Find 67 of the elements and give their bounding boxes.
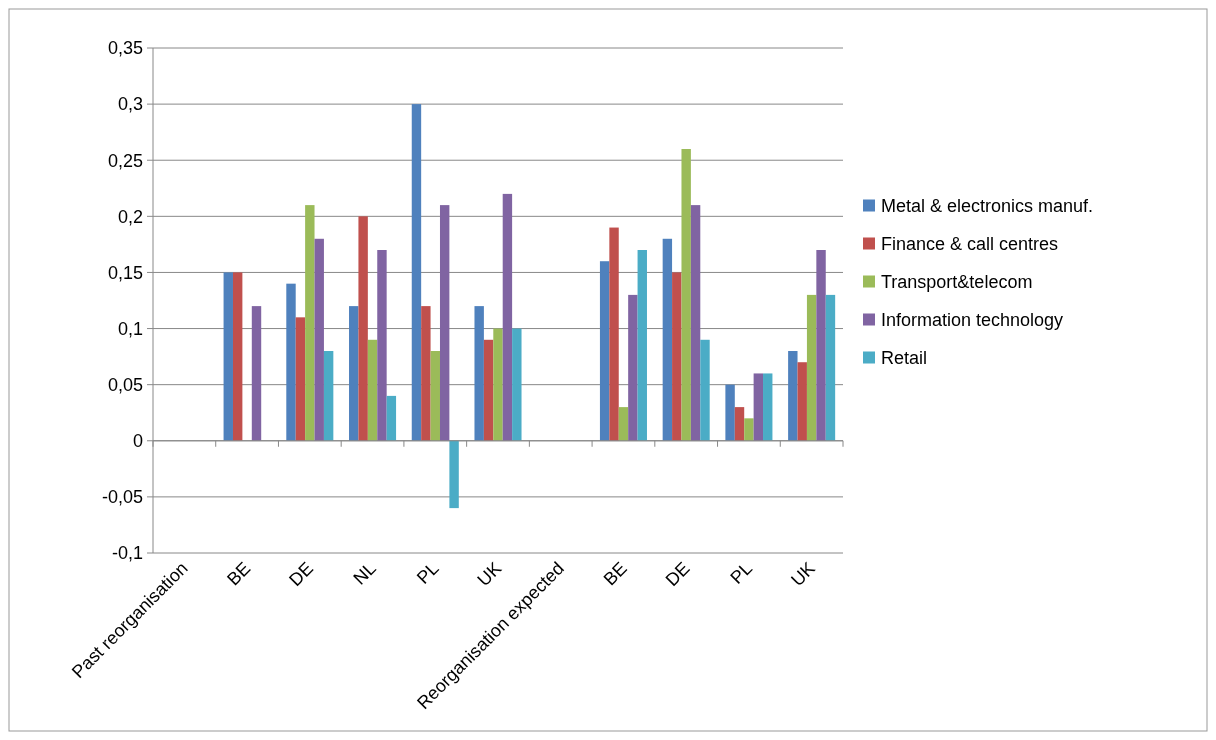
bar xyxy=(816,250,826,441)
bar xyxy=(386,395,397,441)
bar xyxy=(232,272,243,441)
bar xyxy=(474,306,484,441)
bar xyxy=(637,250,647,441)
x-tick-label: DE xyxy=(285,558,318,590)
bar xyxy=(744,418,754,441)
x-tick-label: UK xyxy=(787,558,819,590)
bar xyxy=(753,373,764,441)
x-tick-label: PL xyxy=(412,558,443,588)
bar xyxy=(734,407,745,441)
bar xyxy=(825,294,836,441)
bar xyxy=(690,205,701,441)
bar xyxy=(286,283,296,441)
bar xyxy=(449,440,459,509)
bar xyxy=(483,339,494,441)
x-tick-label: BE xyxy=(223,558,255,590)
legend-label: Information technology xyxy=(881,309,1064,330)
x-tick-label: UK xyxy=(473,558,506,590)
bar xyxy=(305,205,315,441)
y-tick-label: 0 xyxy=(132,431,143,452)
bar xyxy=(349,306,359,441)
bar xyxy=(725,384,735,441)
x-tick-label: DE xyxy=(661,558,694,590)
bar xyxy=(806,294,817,441)
bar xyxy=(502,193,513,441)
bar xyxy=(439,205,450,441)
y-tick-label: 0,05 xyxy=(107,374,143,395)
bar xyxy=(358,216,368,441)
legend-label: Finance & call centres xyxy=(881,233,1059,254)
bar xyxy=(681,149,691,441)
bar xyxy=(609,227,619,441)
y-tick-label: 0,25 xyxy=(107,150,143,171)
y-tick-label: -0,1 xyxy=(111,543,143,564)
x-tick-label: BE xyxy=(599,558,631,590)
legend-label: Metal & electronics manuf. xyxy=(881,195,1094,216)
x-tick-label: PL xyxy=(726,558,757,588)
bar xyxy=(367,339,378,441)
bar xyxy=(493,328,503,441)
bar xyxy=(251,306,262,441)
bar xyxy=(628,294,638,441)
legend-label: Retail xyxy=(881,347,928,368)
bar xyxy=(672,272,682,441)
bar xyxy=(377,250,387,441)
bar xyxy=(763,373,773,441)
bar xyxy=(223,272,233,441)
x-tick-label: NL xyxy=(349,558,380,589)
bar xyxy=(700,339,710,441)
bar xyxy=(662,238,673,441)
bar xyxy=(788,351,798,441)
bar xyxy=(430,351,440,441)
y-tick-label: 0,3 xyxy=(117,94,143,115)
bar xyxy=(512,328,522,441)
bar xyxy=(323,351,334,441)
y-tick-label: 0,35 xyxy=(107,38,143,59)
bar xyxy=(797,362,807,441)
bar xyxy=(618,407,629,441)
y-tick-label: 0,2 xyxy=(117,206,143,227)
legend-label: Transport&telecom xyxy=(881,271,1033,292)
y-tick-label: -0,05 xyxy=(101,487,143,508)
bar xyxy=(295,317,306,441)
bar xyxy=(421,306,431,441)
bar xyxy=(314,238,324,441)
bar xyxy=(599,261,610,441)
y-tick-label: 0,1 xyxy=(117,318,143,339)
bar xyxy=(411,104,422,441)
y-tick-label: 0,15 xyxy=(107,262,143,283)
